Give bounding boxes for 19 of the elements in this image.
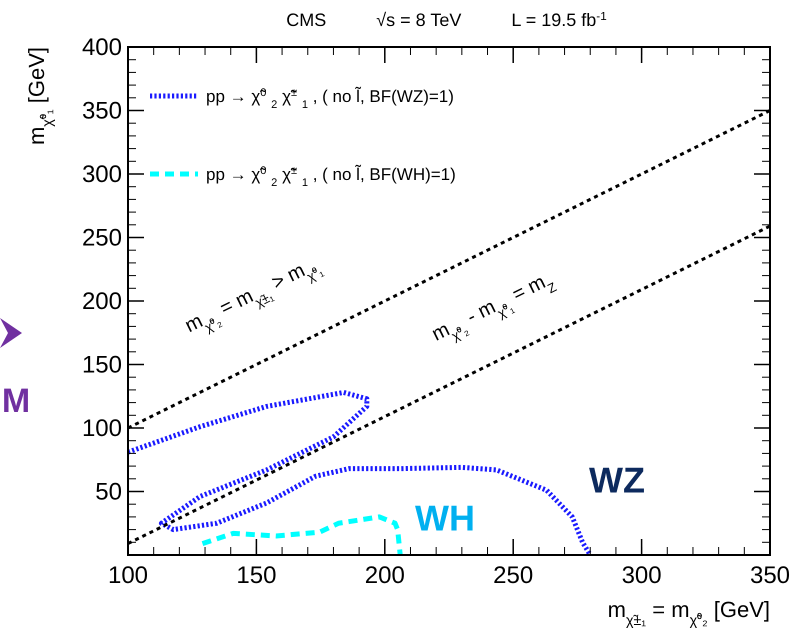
x-axis-title: m$_{χ̃±₁}$ = m$_{χ̃⁰₂}$ [GeV] [608, 597, 770, 629]
x-tick-label: 100 [108, 562, 148, 589]
text: M [2, 382, 30, 420]
y-tick-label: 150 [82, 352, 122, 378]
y-tick-label: 50 [95, 478, 122, 506]
chart-title: CMS √s = 8 TeV L = 19.5 fb$^{-1}$ [286, 10, 607, 30]
y-tick-label: 300 [82, 161, 122, 188]
y-tick-label: 400 [82, 34, 122, 61]
x-tick-label: 250 [493, 562, 534, 589]
y-tick-label: 100 [82, 415, 122, 442]
x-tick-label: 300 [622, 562, 662, 589]
annotation: WZ [589, 460, 645, 501]
y-tick-label: 200 [82, 288, 122, 315]
annotation: WH [415, 498, 475, 539]
x-tick-label: 200 [364, 562, 405, 589]
y-tick-label: 350 [82, 98, 122, 124]
x-tick-label: 150 [236, 562, 276, 589]
x-tick-label: 350 [750, 562, 790, 589]
y-tick-label: 250 [82, 224, 122, 252]
